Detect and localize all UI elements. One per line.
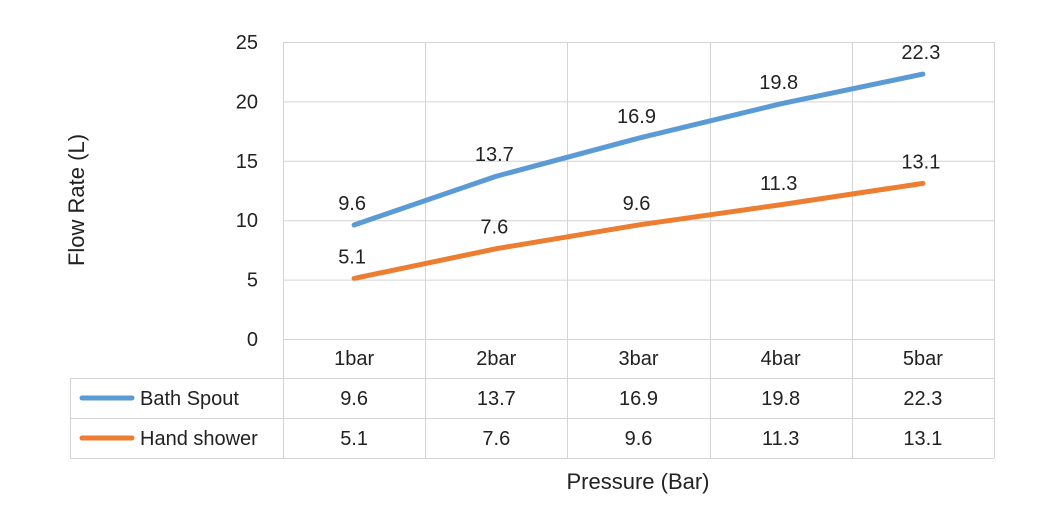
y-axis-label: Flow Rate (L) <box>64 134 89 266</box>
table-cell: 22.3 <box>903 388 942 410</box>
data-label: 5.1 <box>338 246 366 268</box>
y-tick-label: 15 <box>236 151 258 173</box>
data-label: 7.6 <box>480 217 508 239</box>
y-tick-label: 0 <box>247 329 258 351</box>
table-cell: 19.8 <box>761 388 800 410</box>
x-axis-label: Pressure (Bar) <box>566 469 709 494</box>
data-labels: 9.6 13.7 16.9 19.8 22.3 5.1 7.6 9.6 11.3 13.1 <box>338 42 940 268</box>
data-label: 13.1 <box>901 151 940 173</box>
x-axis-ticks: 1bar 2bar 3bar 4bar 5bar <box>334 348 943 370</box>
data-label: 13.7 <box>475 144 514 166</box>
table-cell: 13.1 <box>903 428 942 450</box>
table-cell: 16.9 <box>619 388 658 410</box>
data-label: 19.8 <box>759 72 798 94</box>
x-tick-label: 5bar <box>903 348 943 370</box>
y-tick-label: 25 <box>236 32 258 54</box>
series-line-bath-spout <box>351 71 926 228</box>
data-label: 22.3 <box>901 42 940 64</box>
data-label: 9.6 <box>338 193 366 215</box>
legend-label: Bath Spout <box>140 388 239 410</box>
data-table: Bath Spout 9.6 13.7 16.9 19.8 22.3 Hand shower… <box>70 378 994 459</box>
table-cell: 5.1 <box>340 428 368 450</box>
table-cell: 9.6 <box>340 388 368 410</box>
x-tick-label: 4bar <box>761 348 801 370</box>
series-lines <box>351 71 926 281</box>
x-tick-label: 3bar <box>618 348 658 370</box>
y-axis-ticks: 0 5 10 15 20 25 <box>236 32 258 351</box>
data-label: 9.6 <box>623 193 651 215</box>
y-tick-label: 5 <box>247 270 258 292</box>
data-label: 11.3 <box>760 173 797 195</box>
grid-lines <box>283 42 995 458</box>
y-tick-label: 10 <box>236 210 258 232</box>
y-tick-label: 20 <box>236 91 258 113</box>
table-cell: 11.3 <box>762 428 799 450</box>
data-label: 16.9 <box>617 106 656 128</box>
x-tick-label: 2bar <box>476 348 516 370</box>
series-line-hand-shower <box>351 180 926 281</box>
legend-label: Hand shower <box>140 428 258 450</box>
x-tick-label: 1bar <box>334 348 374 370</box>
table-cell: 9.6 <box>625 428 653 450</box>
table-cell: 7.6 <box>482 428 510 450</box>
table-cell: 13.7 <box>477 388 516 410</box>
